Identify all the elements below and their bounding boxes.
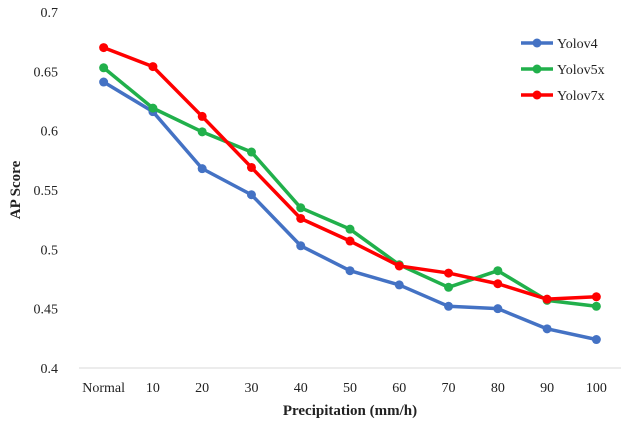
series-yolov4 — [99, 77, 601, 345]
legend-swatch-marker — [532, 38, 542, 48]
data-point — [296, 203, 306, 213]
data-point — [148, 103, 158, 113]
x-tick-label: 90 — [540, 381, 554, 396]
x-axis-title: Precipitation (mm/h) — [283, 403, 417, 419]
data-point — [197, 164, 207, 174]
legend-item: Yolov4 — [521, 37, 598, 52]
y-tick-label: 0.7 — [41, 6, 59, 21]
data-point — [148, 62, 158, 72]
data-point — [246, 162, 256, 172]
data-point — [394, 261, 404, 271]
data-point — [246, 190, 256, 200]
y-tick-label: 0.4 — [41, 362, 59, 377]
data-point — [99, 63, 109, 73]
data-point — [246, 147, 256, 157]
y-tick-labels: 0.4 0.45 0.5 0.55 0.6 0.65 0.7 — [34, 6, 59, 377]
y-tick-label: 0.5 — [41, 243, 59, 258]
data-point — [444, 282, 454, 292]
y-tick-label: 0.6 — [41, 125, 59, 140]
x-tick-label: 40 — [294, 381, 308, 396]
data-point — [591, 301, 601, 311]
x-tick-label: 80 — [491, 381, 505, 396]
legend: Yolov4 Yolov5x Yolov7x — [521, 37, 605, 104]
x-tick-labels: Normal 10 20 30 40 50 60 70 80 90 100 — [82, 381, 607, 396]
series-line — [101, 45, 599, 301]
legend-item: Yolov5x — [521, 63, 605, 78]
data-point — [493, 304, 503, 314]
legend-label: Yolov5x — [557, 63, 605, 78]
axes: Precipitation (mm/h) AP Score — [8, 160, 621, 419]
x-tick-label: 20 — [195, 381, 209, 396]
data-point — [493, 279, 503, 289]
data-point — [444, 301, 454, 311]
data-point — [99, 77, 109, 87]
data-point — [493, 266, 503, 276]
data-point — [197, 111, 207, 121]
legend-label: Yolov7x — [557, 89, 605, 104]
data-point — [99, 43, 109, 53]
x-tick-label: 100 — [586, 381, 607, 396]
y-tick-label: 0.65 — [34, 65, 59, 80]
legend-label: Yolov4 — [557, 37, 598, 52]
legend-swatch-marker — [532, 64, 542, 74]
x-tick-label: Normal — [82, 381, 125, 396]
series-yolov7x — [99, 43, 601, 304]
data-point — [394, 280, 404, 290]
data-point — [444, 268, 454, 278]
y-tick-label: 0.55 — [34, 184, 59, 199]
legend-swatch-marker — [532, 90, 542, 100]
y-axis-title: AP Score — [8, 160, 24, 219]
data-point — [542, 324, 552, 334]
x-tick-label: 10 — [146, 381, 160, 396]
data-point — [345, 224, 355, 234]
x-tick-label: 30 — [244, 381, 258, 396]
data-point — [345, 236, 355, 246]
data-point — [542, 294, 552, 304]
series — [99, 43, 601, 345]
x-tick-label: 70 — [442, 381, 456, 396]
legend-item: Yolov7x — [521, 89, 605, 104]
data-point — [345, 266, 355, 276]
data-point — [296, 213, 306, 223]
data-point — [197, 127, 207, 137]
data-point — [591, 335, 601, 345]
data-point — [296, 241, 306, 251]
y-tick-label: 0.45 — [34, 303, 59, 318]
x-tick-label: 60 — [392, 381, 406, 396]
x-tick-label: 50 — [343, 381, 357, 396]
data-point — [591, 292, 601, 302]
